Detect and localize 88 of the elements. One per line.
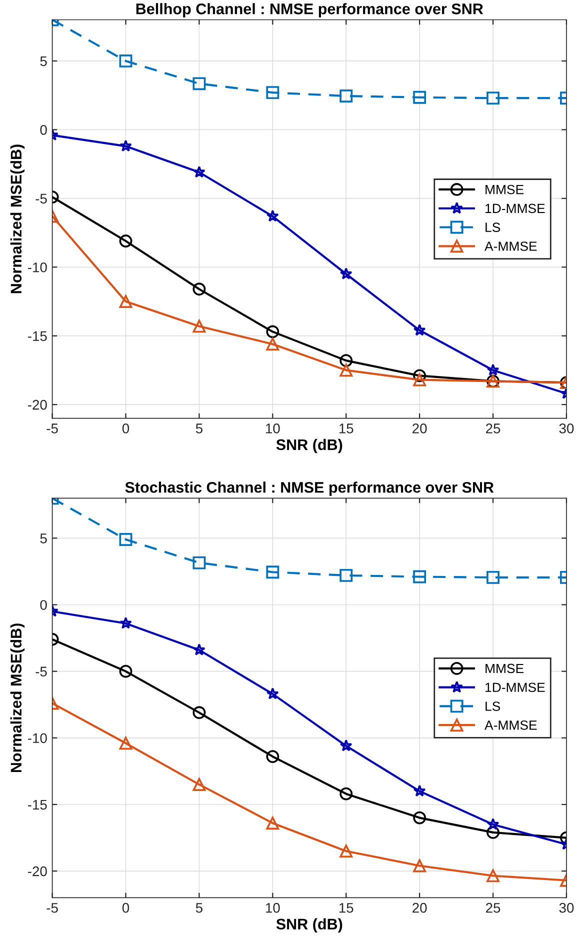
point xyxy=(413,811,426,824)
point xyxy=(486,826,500,839)
point xyxy=(266,687,279,700)
point xyxy=(266,750,280,764)
legend-label: LS xyxy=(486,222,500,232)
y-tick-label: 5 xyxy=(40,534,47,544)
point xyxy=(193,644,206,656)
point xyxy=(266,210,279,222)
y-tick-label: -5 xyxy=(36,666,47,676)
point xyxy=(119,533,132,546)
point xyxy=(340,268,352,280)
y-tick-label: -10 xyxy=(28,733,47,744)
y-tick-label: -20 xyxy=(28,866,47,876)
point xyxy=(119,664,132,678)
point xyxy=(120,616,132,629)
x-tick-label: 10 xyxy=(266,424,280,434)
x-tick-label: 15 xyxy=(339,903,354,913)
point xyxy=(192,77,206,90)
x-tick-label: 30 xyxy=(559,424,574,434)
y-axis-title: Normalized MSE(dB) xyxy=(10,144,25,294)
y-tick-label: 0 xyxy=(40,125,47,135)
point xyxy=(193,166,206,178)
point xyxy=(413,324,426,336)
x-tick-label: 25 xyxy=(486,902,500,913)
point xyxy=(119,736,132,750)
point xyxy=(266,86,280,100)
x-tick-label: 15 xyxy=(339,424,354,434)
x-axis-title: SNR (dB) xyxy=(276,918,342,933)
x-tick-label: 0 xyxy=(122,424,130,434)
point xyxy=(119,54,132,68)
point xyxy=(120,140,132,152)
point xyxy=(340,354,353,368)
point xyxy=(266,338,280,351)
point xyxy=(266,325,280,338)
chart-title: Stochastic Channel : NMSE performance over SNR xyxy=(125,482,494,496)
x-tick-label: 30 xyxy=(559,902,574,913)
point xyxy=(413,784,426,797)
x-tick-label: -5 xyxy=(46,903,58,913)
x-tick-label: 25 xyxy=(486,424,500,434)
y-axis-title: Normalized MSE(dB) xyxy=(10,624,25,772)
point xyxy=(486,92,500,105)
point xyxy=(486,869,500,882)
point xyxy=(266,816,280,830)
y-tick-label: 0 xyxy=(40,600,47,610)
point xyxy=(413,373,426,386)
point xyxy=(340,568,353,582)
legend-label: A-MMSE xyxy=(484,242,537,251)
legend-label: MMSE xyxy=(486,184,524,194)
x-tick-label: 10 xyxy=(266,902,280,913)
point xyxy=(486,818,500,830)
point xyxy=(119,295,132,308)
y-tick-label: 5 xyxy=(40,56,47,66)
x-tick-label: 20 xyxy=(412,902,427,913)
point xyxy=(413,369,426,382)
x-tick-label: 5 xyxy=(196,424,202,434)
x-tick-label: -5 xyxy=(46,424,58,434)
y-tick-label: -15 xyxy=(28,800,47,810)
x-tick-label: 20 xyxy=(412,424,427,434)
point xyxy=(486,570,500,584)
point xyxy=(192,556,206,570)
point xyxy=(192,320,206,333)
point xyxy=(192,778,206,791)
point xyxy=(340,739,352,752)
point xyxy=(192,282,206,296)
x-tick-label: 5 xyxy=(196,903,202,913)
legend-label: 1D-MMSE xyxy=(486,204,545,214)
point xyxy=(340,787,353,800)
point xyxy=(340,90,353,102)
point xyxy=(413,90,426,104)
point xyxy=(340,364,353,377)
y-tick-label: -10 xyxy=(28,262,47,272)
point xyxy=(340,844,353,858)
point xyxy=(413,570,426,584)
legend-label: MMSE xyxy=(486,664,524,674)
chart-title: Bellhop Channel : NMSE performance over SNR xyxy=(136,3,484,18)
point xyxy=(486,364,500,376)
legend-label: A-MMSE xyxy=(484,720,537,730)
point xyxy=(119,234,132,248)
x-axis-title: SNR (dB) xyxy=(276,438,342,454)
y-tick-label: -20 xyxy=(28,400,47,410)
point xyxy=(266,566,280,579)
point xyxy=(413,859,426,872)
x-tick-label: 0 xyxy=(122,902,130,913)
legend-label: 1D-MMSE xyxy=(486,682,545,692)
legend-label: LS xyxy=(486,702,500,711)
y-tick-label: -15 xyxy=(28,331,47,342)
y-tick-label: -5 xyxy=(36,194,47,204)
point xyxy=(192,706,206,720)
